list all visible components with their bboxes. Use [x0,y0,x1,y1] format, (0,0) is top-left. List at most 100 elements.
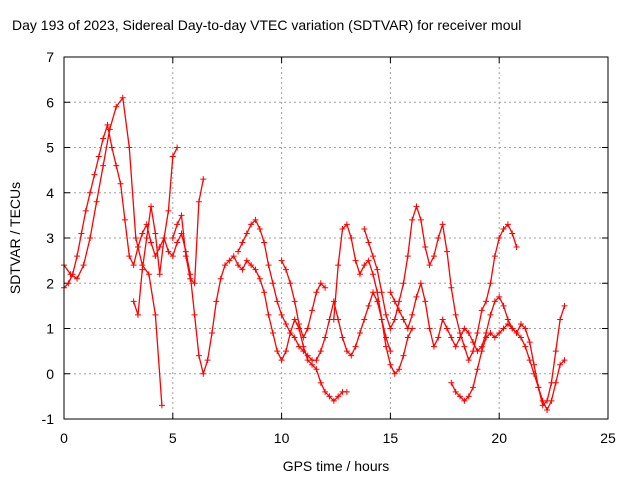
data-point [552,348,559,355]
data-point [426,325,433,332]
data-point [169,235,176,241]
data-point [248,221,255,228]
data-point [509,325,516,332]
data-point [417,280,424,287]
data-point [291,334,298,341]
series-sat-a [61,121,350,404]
data-point [278,357,285,364]
data-point [174,239,181,246]
data-point [191,311,198,318]
data-point [113,103,120,110]
series-sat-c [130,144,181,318]
data-point [326,393,333,400]
data-point [439,316,446,323]
data-point [526,357,533,364]
data-point [478,348,485,355]
data-point [539,397,546,404]
data-point [413,293,420,300]
data-point [161,235,168,241]
data-point [404,325,411,332]
data-point [400,352,407,359]
data-point [274,298,281,305]
data-point [106,126,113,133]
data-point [461,325,468,332]
data-point [182,253,189,260]
data-point [121,216,128,223]
data-point [269,280,276,287]
data-point [165,248,172,255]
data-point [139,266,146,273]
data-point [248,262,255,269]
data-point [67,271,74,278]
plot-frame [63,56,609,420]
data-point [387,289,394,296]
data-point [265,311,272,318]
data-point [126,253,133,260]
data-point [470,339,477,346]
data-point [204,357,211,364]
data-point [145,271,152,278]
data-point [513,330,520,337]
data-point [126,144,133,151]
chart-title: Day 193 of 2023, Sidereal Day-to-day VTE… [12,17,521,33]
data-point [400,316,407,323]
data-point [309,307,316,314]
data-point [222,262,229,269]
data-point [239,266,246,273]
data-point [282,266,289,273]
data-point [474,330,481,337]
data-point [369,271,376,278]
data-point [548,397,555,404]
data-point [148,203,155,210]
series-line [63,124,347,402]
data-point [313,366,320,373]
data-point [383,343,390,350]
x-tick-labels: 0 5 10 15 20 25 [60,430,616,446]
data-point [387,361,394,368]
data-point [491,334,498,341]
data-point [430,253,437,260]
data-point [374,266,381,273]
data-point [422,298,429,305]
data-point [91,171,98,178]
y-tick-label: 2 [46,275,54,291]
data-point [487,280,494,287]
data-point [235,262,242,269]
data-point [95,153,102,160]
data-point [500,225,507,232]
data-point [169,253,176,260]
data-point [404,334,411,341]
data-point [404,253,411,260]
data-point [383,311,390,318]
data-point [343,388,350,395]
data-point [130,262,137,269]
data-point [513,244,520,251]
y-tick-label: 3 [46,230,54,246]
data-point [387,325,394,332]
data-point [213,298,220,305]
y-axis-title: SDTVAR / TECUs [7,182,23,294]
data-point [174,221,181,228]
series-sat-f [278,257,329,341]
data-point [235,248,242,255]
data-point [378,289,385,296]
data-point [134,311,141,318]
data-point [87,235,94,241]
data-point [552,379,559,386]
data-point [143,235,150,241]
data-point [426,262,433,269]
data-series [61,94,568,413]
data-point [317,348,324,355]
data-point [531,361,538,368]
data-point [500,302,507,309]
x-tick-label: 25 [600,430,616,446]
data-point [100,162,107,169]
data-point [117,180,124,187]
data-point [187,275,194,282]
data-point [461,397,468,404]
data-point [457,393,464,400]
data-point [365,239,372,246]
data-point [343,221,350,228]
data-point [113,162,120,169]
